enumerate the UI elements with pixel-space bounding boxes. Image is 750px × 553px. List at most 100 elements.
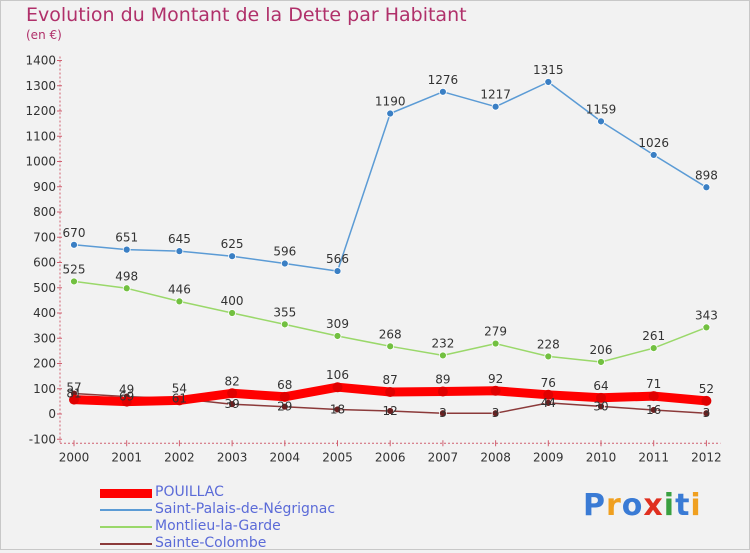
data-label: 30: [593, 399, 608, 413]
data-label: 1276: [428, 73, 459, 87]
x-tick-label: 2002: [164, 450, 195, 464]
data-point: [597, 402, 605, 411]
data-label: 1159: [586, 102, 617, 116]
data-point: [491, 409, 500, 418]
data-point: [333, 332, 342, 340]
data-label: 343: [695, 308, 718, 322]
data-point: [227, 388, 238, 399]
data-point: [279, 391, 290, 402]
data-point: [543, 389, 554, 400]
data-point: [702, 183, 711, 192]
data-point: [386, 109, 395, 118]
series-line-segment: [336, 113, 391, 272]
data-point: [332, 382, 343, 393]
x-tick-label: 2000: [59, 450, 90, 464]
legend-label: Montlieu-la-Garde: [155, 518, 281, 534]
data-label: 87: [383, 373, 398, 387]
data-label: 261: [642, 329, 665, 343]
data-label: 39: [224, 397, 239, 411]
data-label: 1026: [638, 136, 669, 150]
data-point: [228, 252, 237, 261]
legend-swatch: [100, 526, 152, 528]
data-point: [597, 117, 605, 126]
data-label: 82: [224, 374, 239, 388]
data-label: 645: [168, 232, 191, 246]
y-unit-label: (en €): [26, 28, 62, 42]
data-label: 1315: [533, 63, 564, 77]
x-tick-label: 2012: [691, 450, 722, 464]
data-label: 68: [277, 378, 292, 392]
data-point: [544, 352, 553, 361]
y-tick-label: 1400: [25, 54, 56, 68]
data-label: 3: [703, 406, 711, 420]
series-montlieu-la-garde: [70, 277, 711, 366]
y-tick-label: 400: [33, 306, 56, 320]
data-label: 651: [115, 231, 138, 245]
logo-letter: o: [621, 488, 644, 523]
y-tick-label: 1300: [25, 79, 56, 93]
data-label: 309: [326, 317, 349, 331]
data-point: [228, 400, 237, 409]
logo-letter: i: [690, 488, 702, 523]
data-point: [649, 344, 658, 352]
data-label: 57: [66, 381, 81, 395]
y-tick-label: -100: [29, 432, 56, 446]
data-label: 89: [435, 373, 450, 387]
y-tick-label: 700: [33, 230, 56, 244]
series-pouillac: [69, 382, 712, 407]
data-label: 279: [484, 325, 507, 339]
data-label: 400: [221, 294, 244, 308]
data-label: 498: [115, 269, 138, 283]
data-point: [438, 87, 447, 96]
data-point: [491, 339, 500, 348]
data-label: 106: [326, 368, 349, 382]
series-saint-palais-de-n-grignac: [70, 78, 711, 275]
data-label: 18: [330, 402, 345, 416]
legend-swatch: [100, 543, 152, 545]
data-point: [175, 247, 184, 256]
data-point: [228, 309, 237, 317]
axes: -100 0 100 200 300 400 500 600 700 800 900 1000 1100…: [25, 54, 721, 465]
data-label: 625: [221, 237, 244, 251]
data-label: 81: [66, 387, 81, 401]
data-point: [280, 402, 289, 411]
data-label: 232: [431, 336, 454, 350]
data-label: 44: [541, 396, 556, 410]
data-label: 228: [537, 337, 560, 351]
x-tick-label: 2009: [533, 450, 564, 464]
logo-letter: i: [663, 488, 676, 523]
data-point: [70, 277, 78, 286]
data-label: 446: [168, 282, 191, 296]
data-point: [121, 396, 132, 407]
y-tick-label: 200: [33, 357, 56, 371]
data-label: 355: [273, 305, 296, 319]
data-point: [544, 78, 553, 86]
x-tick-label: 2011: [638, 450, 669, 464]
y-tick-label: 1000: [25, 155, 56, 169]
legend-label: POUILLAC: [155, 484, 224, 500]
data-point: [122, 284, 131, 293]
data-label: 71: [646, 377, 661, 391]
legend-swatch: [100, 509, 152, 511]
data-label: 3: [492, 406, 500, 420]
line-chart: -100 0 100 200 300 400 500 600 700 800 900 1000 1100…: [25, 54, 721, 465]
y-tick-label: 1200: [25, 104, 56, 118]
logo-letter: t: [675, 488, 691, 523]
data-label: 16: [646, 403, 661, 417]
legend-swatch: [100, 488, 152, 498]
proxiti-logo: Proxiti: [583, 488, 702, 523]
x-tick-label: 2008: [480, 450, 511, 464]
data-point: [122, 245, 131, 254]
data-label: 29: [277, 400, 292, 414]
x-tick-label: 2005: [322, 450, 353, 464]
data-point: [333, 267, 342, 275]
chart-title: Evolution du Montant de la Dette par Hab…: [26, 4, 467, 26]
y-tick-label: 100: [33, 382, 56, 396]
data-point: [597, 358, 605, 366]
y-tick-label: 1100: [25, 129, 56, 143]
data-label: 69: [119, 390, 134, 404]
data-label: 268: [379, 327, 402, 341]
data-point: [491, 102, 500, 111]
data-point: [490, 385, 501, 396]
